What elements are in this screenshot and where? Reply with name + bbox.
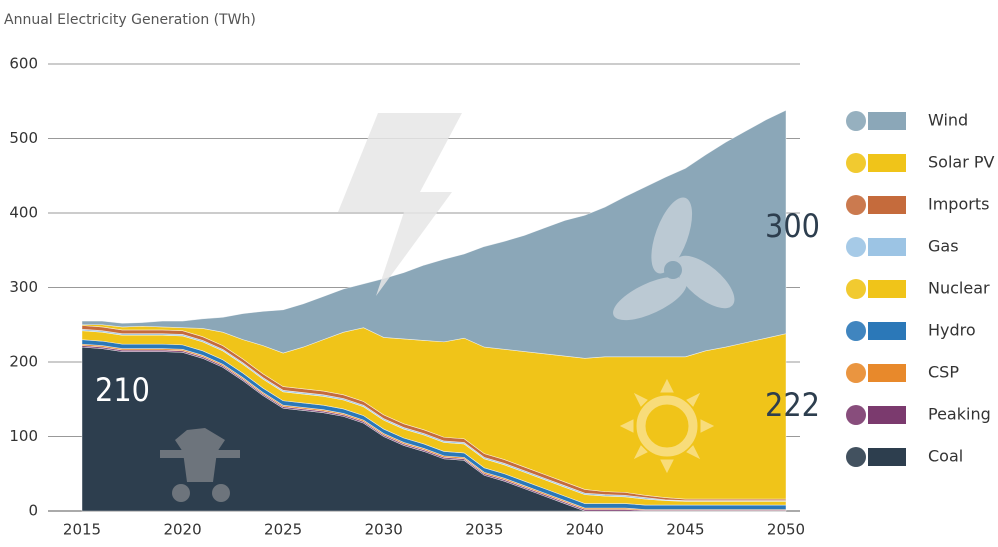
legend-icon <box>846 405 866 425</box>
y-tick-label: 400 <box>9 204 38 222</box>
coal-cart-icon <box>160 428 240 502</box>
legend-icon <box>846 195 866 215</box>
annotation: 300 <box>765 207 820 245</box>
legend-swatch <box>868 154 906 172</box>
x-tick-label: 2040 <box>566 521 604 539</box>
legend-label: Hydro <box>928 321 976 340</box>
x-tick-label: 2045 <box>666 521 704 539</box>
y-tick-label: 200 <box>9 353 38 371</box>
legend-icon <box>846 279 866 299</box>
legend-label: Solar PV <box>928 153 995 172</box>
grid: 0 100 200 300 400 500 600 2015 2020 2025 2030 2035 2… <box>9 55 805 539</box>
chart-title: Annual Electricity Generation (TWh) <box>4 12 256 28</box>
legend-label: Wind <box>928 111 968 130</box>
legend-icon <box>846 447 866 467</box>
annotation: 222 <box>765 386 820 424</box>
y-tick-label: 100 <box>9 427 38 445</box>
x-tick-label: 2030 <box>365 521 403 539</box>
y-tick-label: 300 <box>9 278 38 296</box>
x-tick-label: 2050 <box>767 521 805 539</box>
legend-label: Imports <box>928 195 989 214</box>
legend-swatch <box>868 280 906 298</box>
legend-icon <box>846 237 866 257</box>
sun-icon <box>619 378 715 474</box>
x-tick-label: 2015 <box>63 521 101 539</box>
areas <box>81 109 787 512</box>
decorations <box>160 113 735 502</box>
legend-swatch <box>868 196 906 214</box>
y-tick-label: 600 <box>9 55 38 73</box>
y-tick-label: 0 <box>28 502 38 520</box>
legend-icon <box>846 363 866 383</box>
legend-label: Nuclear <box>928 279 990 298</box>
area <box>81 109 787 359</box>
y-tick-label: 500 <box>9 129 38 147</box>
annotation: 210 <box>95 371 150 409</box>
legend-swatch <box>868 322 906 340</box>
legend-icon <box>846 111 866 131</box>
legend: Wind Solar PV Imports Gas Nuclear Hydro CSP Pea… <box>846 111 995 467</box>
x-tick-label: 2035 <box>465 521 503 539</box>
legend-swatch <box>868 448 906 466</box>
legend-icon <box>846 321 866 341</box>
legend-swatch <box>868 364 906 382</box>
legend-label: Gas <box>928 237 959 256</box>
fan-icon <box>613 197 735 321</box>
legend-label: CSP <box>928 363 959 382</box>
legend-swatch <box>868 406 906 424</box>
legend-label: Coal <box>928 447 963 466</box>
legend-swatch <box>868 238 906 256</box>
x-tick-label: 2020 <box>163 521 201 539</box>
legend-label: Peaking <box>928 405 991 424</box>
lightning-icon <box>338 113 462 296</box>
x-tick-label: 2025 <box>264 521 302 539</box>
legend-swatch <box>868 112 906 130</box>
legend-icon <box>846 153 866 173</box>
